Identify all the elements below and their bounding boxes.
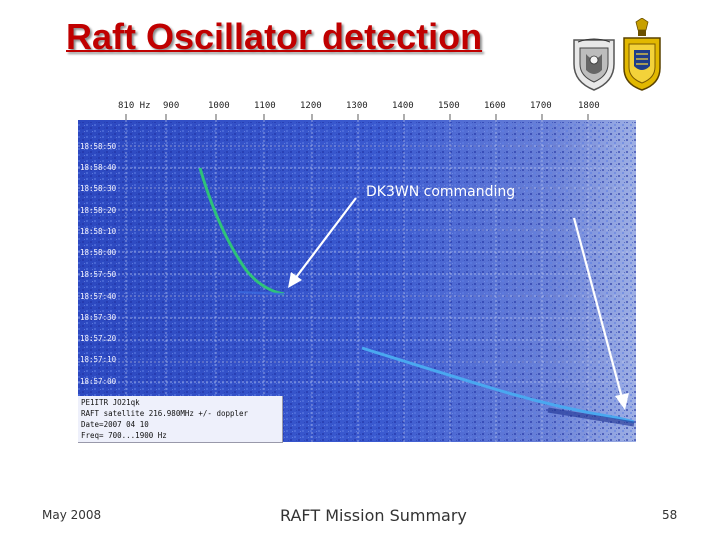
info-line: Freq= 700...1900 Hz [81, 431, 167, 440]
time-label: 18:57:40 [80, 292, 117, 301]
info-line: Date=2007 04 10 [81, 420, 149, 429]
time-label: 18:57:10 [80, 355, 117, 364]
time-label: 18:58:40 [80, 163, 117, 172]
spectrogram-info-box: PE1ITR JO21qk RAFT satellite 216.980MHz … [78, 396, 283, 443]
frequency-label: 1800 [578, 101, 600, 111]
footer-title: RAFT Mission Summary [280, 506, 467, 525]
annotation-label: DK3WN commanding [366, 184, 516, 200]
arrow-to-blue-trace [572, 217, 624, 399]
time-label: 18:57:20 [80, 334, 117, 343]
time-label: 18:58:50 [80, 142, 117, 151]
time-label: 18:58:10 [80, 227, 117, 236]
info-line: RAFT satellite 216.980MHz +/- doppler [81, 409, 249, 418]
frequency-label: 1200 [300, 101, 322, 111]
page-number: 58 [662, 508, 678, 522]
time-label: 18:58:30 [80, 184, 117, 193]
frequency-label: 1700 [530, 101, 552, 111]
frequency-label: 1500 [438, 101, 460, 111]
frequency-label: 1400 [392, 101, 414, 111]
crest-icon [573, 38, 615, 91]
arrow-to-green-trace [293, 197, 357, 281]
time-label: 18:58:00 [80, 248, 117, 257]
frequency-label: 900 [163, 101, 180, 111]
slide-title: Raft Oscillator detection [66, 16, 483, 57]
footer-date: May 2008 [42, 508, 102, 522]
arrowhead-icon [288, 272, 302, 288]
frequency-label: 1300 [346, 101, 368, 111]
naval-academy-seal-icon [623, 18, 661, 91]
time-label: 18:57:00 [80, 377, 117, 386]
frequency-label: 1100 [254, 101, 276, 111]
frequency-label: 1600 [484, 101, 506, 111]
info-line: PE1ITR JO21qk [81, 398, 140, 407]
time-label: 18:58:20 [80, 206, 117, 215]
arrowhead-icon [615, 393, 629, 410]
spectrogram [78, 100, 636, 442]
time-label: 18:57:30 [80, 313, 117, 322]
frequency-label: 1000 [208, 101, 230, 111]
time-label: 18:57:50 [80, 270, 117, 279]
blue-doppler-trace [361, 346, 635, 424]
green-doppler-trace [198, 167, 285, 296]
frequency-label: 810 Hz [118, 101, 151, 111]
